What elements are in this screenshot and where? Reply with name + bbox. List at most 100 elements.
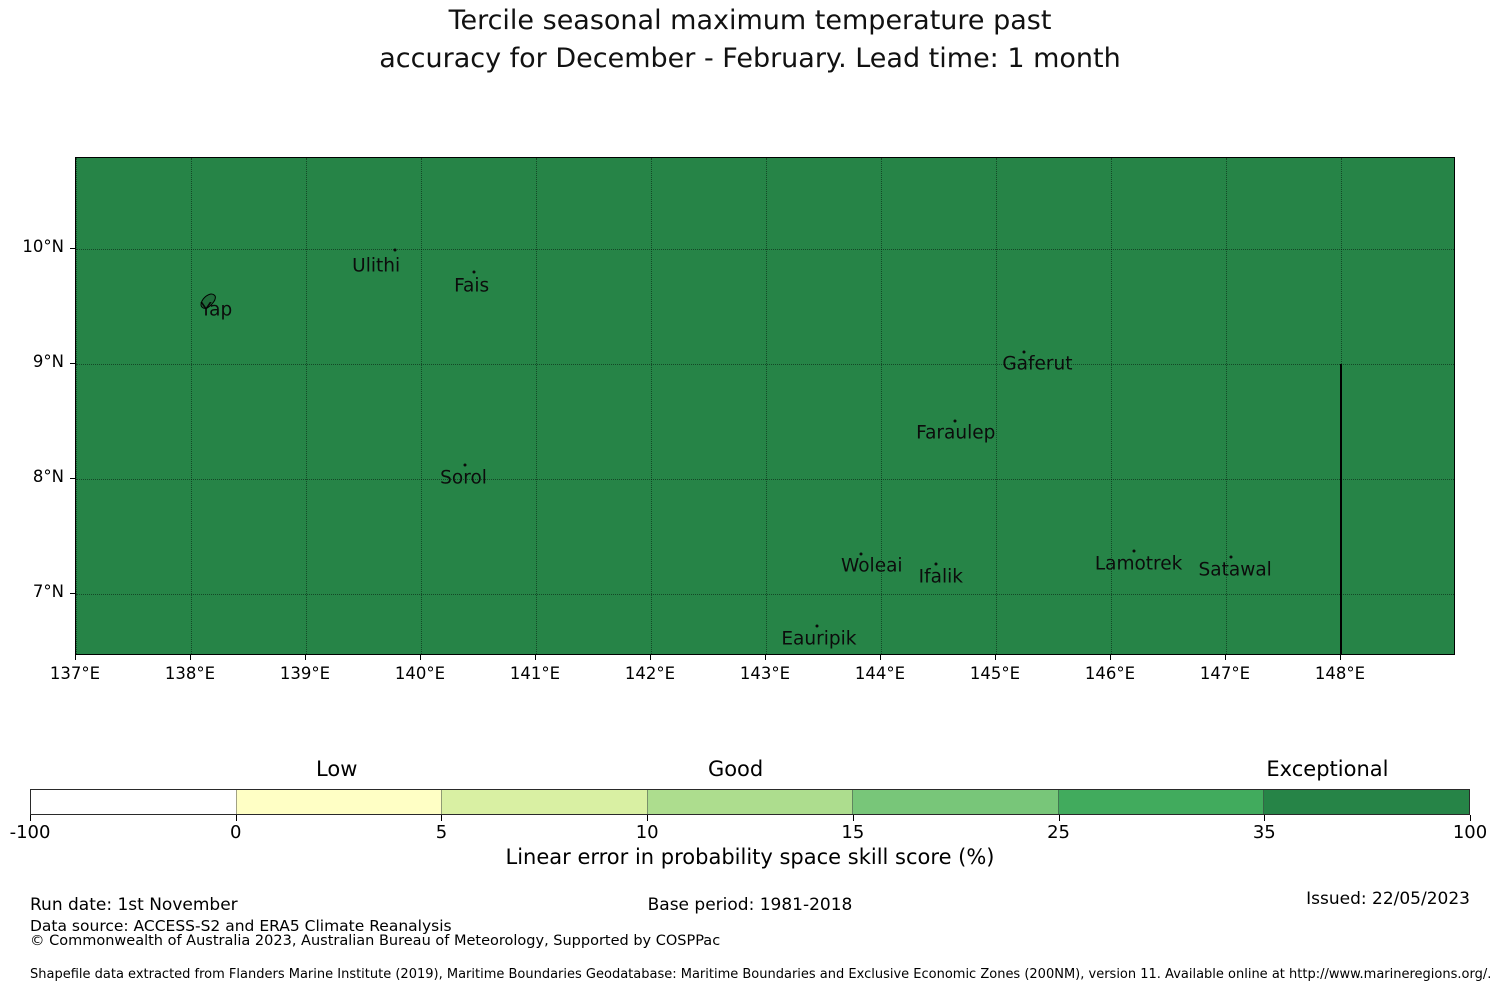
y-tick-mark	[70, 247, 75, 249]
colorbar-tick-labels: -100 0 5 10 15 25 35 100	[10, 815, 1487, 849]
grid-line-horizontal	[76, 593, 1454, 595]
x-tick-label: 146°E	[1084, 664, 1136, 683]
island-marker-dot-woleai	[859, 552, 863, 556]
run-date-text: Run date: 1st November	[30, 895, 238, 915]
x-tick-mark	[75, 655, 76, 660]
map-area: Yap Ulithi Fais Sorol Gaferut Faraulep Woleai I…	[75, 157, 1455, 655]
x-tick-label: 147°E	[1199, 664, 1251, 683]
grid-line-vertical	[1226, 158, 1227, 654]
island-label-ulithi: Ulithi	[352, 255, 401, 277]
y-tick-label: 8°N	[32, 466, 64, 486]
island-label-yap: Yap	[200, 299, 233, 321]
colorbar-segment-6	[1263, 790, 1470, 814]
colorbar-tick	[30, 815, 31, 821]
y-tick-mark	[70, 477, 75, 479]
latitude-axis: 10°N 9°N 8°N 7°N	[0, 157, 75, 655]
colorbar-category-label-exceptional: Exceptional	[1266, 757, 1389, 781]
colorbar-title: Linear error in probability space skill …	[505, 845, 995, 869]
x-tick-label: 137°E	[49, 664, 101, 683]
colorbar-segment-4	[852, 790, 1058, 814]
x-tick-mark	[880, 655, 881, 660]
island-marker-dot-faraulep	[953, 419, 957, 423]
colorbar-tick	[441, 815, 443, 821]
island-label-eauripik: Eauripik	[781, 628, 857, 650]
x-tick-label: 145°E	[969, 664, 1021, 683]
issued-date-text: Issued: 22/05/2023	[1306, 889, 1470, 909]
x-tick-mark	[1340, 655, 1341, 660]
x-tick-label: 138°E	[164, 664, 216, 683]
grid-line-horizontal	[76, 248, 1454, 250]
grid-line-horizontal	[76, 478, 1454, 480]
island-marker-dot-sorol	[463, 463, 467, 467]
y-tick-mark	[70, 592, 75, 594]
page-title: Tercile seasonal maximum temperature pas…	[0, 2, 1500, 78]
y-tick-label: 10°N	[22, 236, 64, 256]
x-tick-mark	[420, 655, 421, 660]
colorbar-tick-label: 100	[1452, 822, 1488, 843]
colorbar-category-label-low: Low	[316, 757, 358, 781]
colorbar-tick-label: 5	[435, 822, 448, 843]
grid-line-vertical	[421, 158, 422, 654]
colorbar-tick	[235, 815, 237, 821]
colorbar-segment-1	[235, 790, 442, 814]
x-tick-mark	[1110, 655, 1111, 660]
colorbar-tick-label: 0	[229, 822, 242, 843]
base-period-text: Base period: 1981-2018	[647, 895, 853, 915]
x-tick-mark	[650, 655, 651, 660]
x-tick-label: 139°E	[279, 664, 331, 683]
island-label-fais: Fais	[454, 275, 490, 297]
colorbar-tick-label: 15	[841, 822, 865, 843]
colorbar-segment-5	[1057, 790, 1264, 814]
island-label-sorol: Sorol	[440, 467, 487, 489]
grid-line-vertical	[881, 158, 882, 654]
island-marker-dot-ifalik	[934, 562, 938, 566]
eez-boundary-line	[1340, 363, 1342, 654]
colorbar-segment-2	[441, 790, 647, 814]
island-label-woleai: Woleai	[841, 555, 903, 577]
grid-line-vertical	[76, 158, 77, 654]
colorbar-tick	[1264, 815, 1266, 821]
x-tick-label: 140°E	[394, 664, 446, 683]
colorbar-category-label-good: Good	[707, 757, 764, 781]
colorbar-segment-3	[646, 790, 853, 814]
island-marker-dot-ulithi	[393, 248, 397, 252]
x-tick-mark	[535, 655, 536, 660]
x-tick-label: 142°E	[624, 664, 676, 683]
island-marker-dot-gaferut	[1022, 350, 1026, 354]
island-marker-dot-eauripik	[815, 624, 819, 628]
grid-line-vertical	[651, 158, 652, 654]
island-label-ifalik: Ifalik	[918, 566, 963, 588]
data-source-text: Data source: ACCESS-S2 and ERA5 Climate …	[30, 917, 452, 935]
page-title-line-1: Tercile seasonal maximum temperature pas…	[448, 5, 1052, 36]
colorbar-tick-label: 25	[1047, 822, 1071, 843]
shapefile-attribution-text: Shapefile data extracted from Flanders M…	[30, 967, 1492, 982]
colorbar-tick	[852, 815, 854, 821]
island-label-satawal: Satawal	[1198, 559, 1272, 581]
grid-line-vertical	[766, 158, 767, 654]
grid-line-vertical	[306, 158, 307, 654]
island-label-faraulep: Faraulep	[916, 422, 996, 444]
island-marker-dot-satawal	[1229, 555, 1233, 559]
island-label-lamotrek: Lamotrek	[1094, 553, 1183, 575]
x-tick-label: 143°E	[739, 664, 791, 683]
page-title-line-2: accuracy for December - February. Lead t…	[379, 43, 1121, 74]
colorbar-tick-label: 35	[1252, 822, 1276, 843]
x-tick-mark	[765, 655, 766, 660]
colorbar-category-labels: Low Good Exceptional	[30, 757, 1470, 785]
grid-line-vertical	[1111, 158, 1112, 654]
colorbar-tick-label: 10	[635, 822, 659, 843]
grid-line-vertical	[996, 158, 997, 654]
x-tick-mark	[190, 655, 191, 660]
colorbar	[30, 789, 1470, 815]
colorbar-tick	[1058, 815, 1060, 821]
copyright-text: © Commonwealth of Australia 2023, Austra…	[30, 933, 721, 949]
grid-line-horizontal	[76, 363, 1454, 365]
longitude-axis: 137°E 138°E 139°E 140°E 141°E 142°E 143°E 144°E…	[0, 655, 1500, 695]
colorbar-segment-0	[31, 790, 236, 814]
island-marker-dot-fais	[472, 270, 476, 274]
colorbar-tick	[647, 815, 649, 821]
island-label-gaferut: Gaferut	[1002, 353, 1073, 375]
colorbar-tick-label: -100	[9, 822, 51, 843]
x-tick-label: 144°E	[854, 664, 906, 683]
